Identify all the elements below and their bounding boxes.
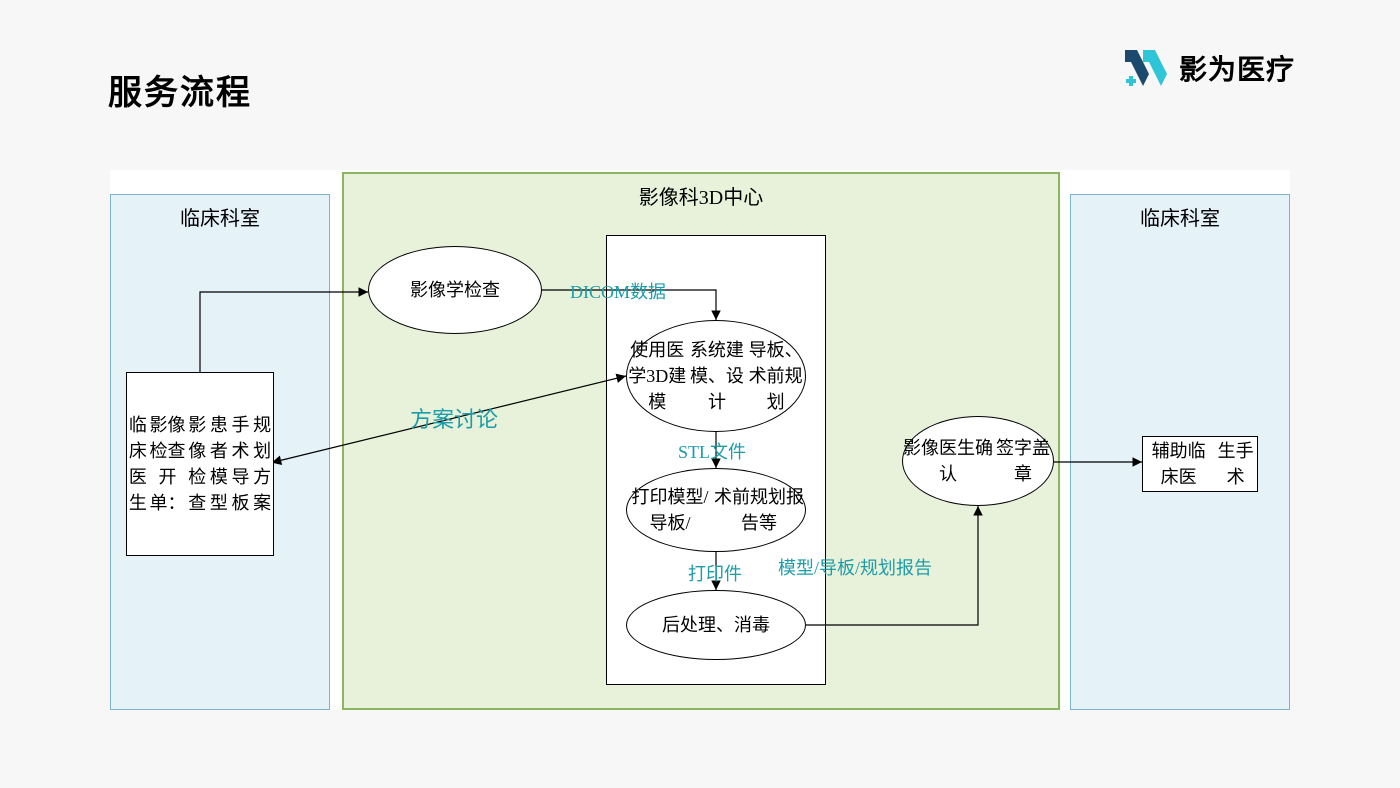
page-title: 服务流程 — [108, 65, 252, 114]
edge-label-4: 打印件 — [688, 560, 742, 586]
node-confirm: 影像医生确认签字盖章 — [902, 416, 1054, 506]
edge-label-5: 模型/导板/规划报告 — [778, 554, 932, 580]
node-modeling: 使用医学3D建模系统建模、设计导板、术前规划 — [626, 320, 806, 432]
swimlane-header-left: 临床科室 — [111, 195, 329, 231]
node-printing: 打印模型/导板/术前规划报告等 — [626, 468, 806, 552]
node-postprocess: 后处理、消毒 — [626, 590, 806, 660]
flowchart-canvas: 临床科室 影像科3D中心 临床科室 临床医生影像检查开单：影像检查患者模型手术导… — [110, 170, 1290, 710]
logo: 影为医疗 — [1119, 48, 1295, 88]
edge-label-1: DICOM数据 — [570, 278, 666, 304]
node-clinical-order: 临床医生影像检查开单：影像检查患者模型手术导板规划方案 — [126, 372, 274, 556]
edge-label-3: STL文件 — [678, 438, 746, 464]
logo-icon — [1119, 48, 1169, 88]
logo-text: 影为医疗 — [1179, 48, 1295, 88]
edge-label-2: 方案讨论 — [410, 402, 498, 434]
swimlane-header-center: 影像科3D中心 — [344, 174, 1058, 210]
node-assist-surgery: 辅助临床医生手术 — [1142, 436, 1258, 492]
swimlane-header-right: 临床科室 — [1071, 195, 1289, 231]
node-imaging-exam: 影像学检查 — [368, 246, 542, 334]
